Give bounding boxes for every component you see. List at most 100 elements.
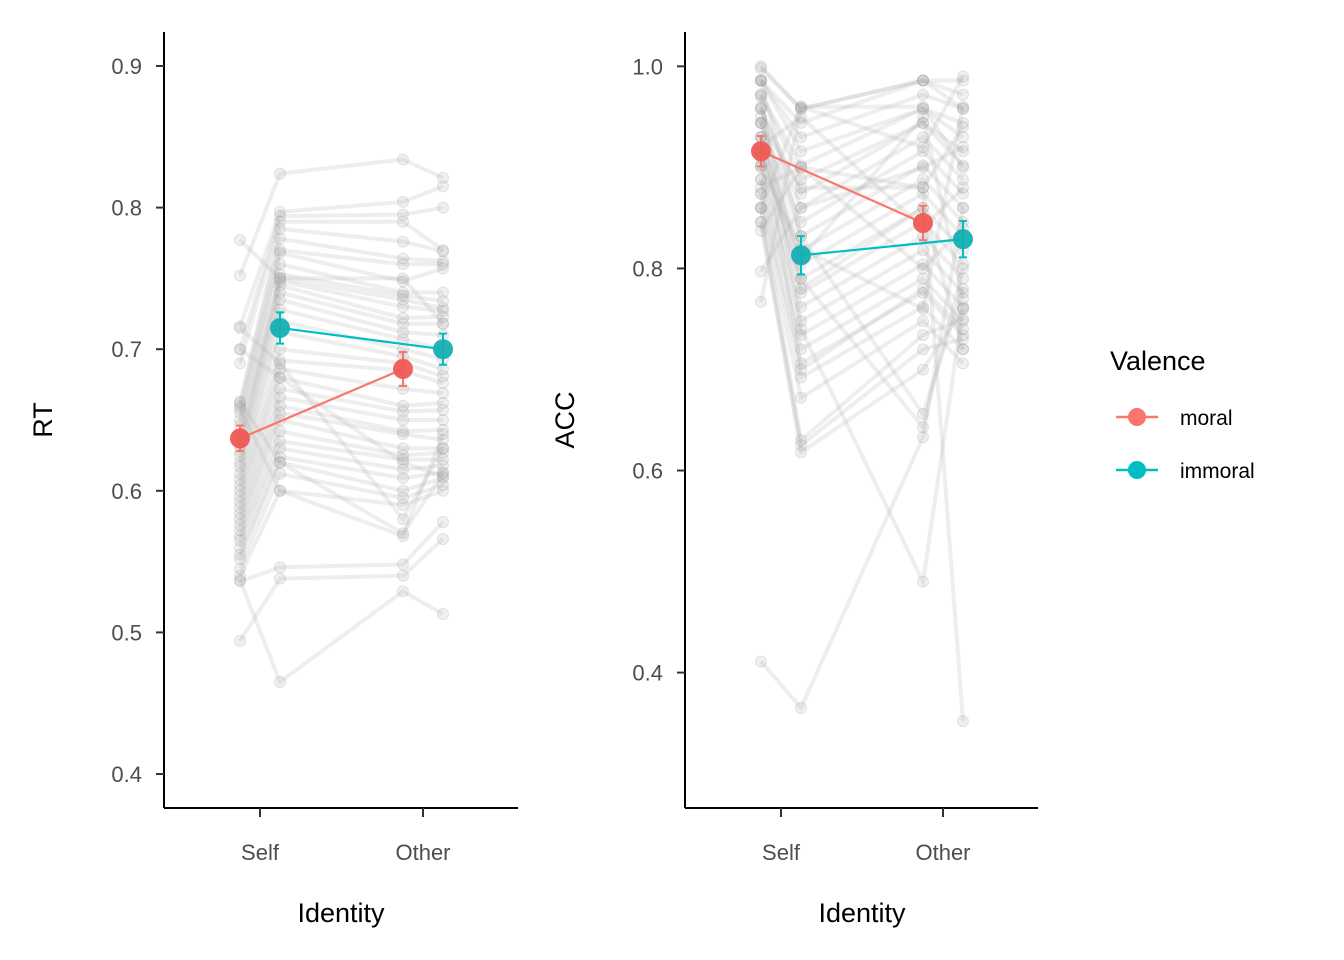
participant-point-rt [437, 310, 449, 323]
y-axis-title-acc: ACC [550, 391, 580, 448]
participant-point-rt [274, 210, 286, 223]
participant-point-rt [274, 406, 286, 419]
participant-line-acc [760, 165, 965, 272]
participant-point-rt [397, 286, 409, 299]
participant-line-rt [238, 410, 444, 526]
mean-markers-acc [751, 135, 973, 276]
participant-point-acc [917, 262, 929, 275]
participant-point-rt [274, 456, 286, 469]
participant-point-rt [274, 275, 286, 288]
mean-line-rt-moral [239, 368, 404, 440]
participant-point-acc [795, 343, 807, 356]
participant-point-acc [957, 329, 969, 342]
participant-point-rt [397, 300, 409, 313]
participant-line-acc [759, 93, 965, 183]
participant-point-acc [917, 329, 929, 342]
legend: Valence moral immoral [1110, 346, 1255, 483]
participant-point-rt [437, 377, 449, 390]
participant-point-acc [795, 357, 807, 370]
x-axis-title-acc: Identity [818, 898, 906, 928]
participant-point-acc [957, 74, 969, 87]
participant-point-rt [234, 269, 246, 282]
participant-point-rt [274, 484, 286, 497]
legend-label-moral: moral [1180, 407, 1233, 430]
participant-point-rt [437, 428, 449, 441]
participant-line-rt [238, 347, 444, 486]
participant-point-rt [274, 246, 286, 259]
participant-point-acc [755, 173, 767, 186]
participant-point-rt [234, 518, 246, 531]
participant-line-rt [238, 460, 444, 560]
participant-point-rt [274, 232, 286, 245]
participant-point-rt [274, 258, 286, 271]
participant-line-acc [759, 112, 965, 300]
participant-line-rt [238, 276, 444, 442]
participant-point-rt [274, 205, 286, 218]
participant-line-rt [238, 271, 444, 435]
participant-line-rt [238, 375, 444, 503]
participant-point-rt [397, 463, 409, 476]
participant-point-acc [957, 258, 969, 271]
participant-line-rt [238, 226, 444, 404]
participant-point-rt [437, 370, 449, 383]
participant-point-rt [234, 541, 246, 554]
x-tick-label-rt-other: Other [395, 840, 450, 865]
participant-point-acc [795, 215, 807, 228]
participant-point-rt [397, 513, 409, 526]
participant-point-rt [397, 326, 409, 339]
participant-point-acc [795, 201, 807, 214]
participant-point-rt [274, 371, 286, 384]
participant-point-acc [957, 120, 969, 133]
participant-point-acc [755, 201, 767, 214]
participant-point-rt [234, 574, 246, 587]
participant-point-rt [234, 496, 246, 509]
participant-point-rt [437, 295, 449, 308]
participant-point-acc [957, 187, 969, 200]
participant-point-rt [437, 404, 449, 417]
participant-line-acc [759, 221, 964, 449]
participant-line-acc [759, 114, 965, 231]
participant-point-rt [234, 548, 246, 561]
participant-point-acc [917, 282, 929, 295]
participant-point-acc [957, 314, 969, 327]
participant-line-rt [238, 537, 445, 642]
participant-point-acc [957, 201, 969, 214]
participant-point-rt [274, 363, 286, 376]
participant-line-rt [238, 454, 444, 556]
participant-point-rt [274, 391, 286, 404]
participant-line-rt [238, 250, 444, 421]
participant-line-acc [759, 96, 965, 589]
participant-line-acc [759, 193, 965, 367]
participant-point-rt [397, 425, 409, 438]
participant-point-rt [397, 527, 409, 540]
participant-point-rt [437, 387, 449, 400]
participant-point-acc [795, 363, 807, 376]
participant-point-acc [795, 100, 807, 113]
participant-point-rt [397, 449, 409, 462]
participant-point-acc [917, 407, 929, 420]
participant-point-rt [234, 357, 246, 370]
participant-line-acc [759, 106, 965, 432]
participant-point-rt [397, 195, 409, 208]
y-tick-label-rt-4: 0.8 [111, 196, 142, 221]
participant-point-rt [274, 215, 286, 228]
y-tick-label-acc-1: 0.6 [632, 459, 663, 484]
y-ticks-acc: 0.4 0.6 0.8 1.0 [632, 54, 685, 686]
participant-point-rt [437, 245, 449, 258]
participant-line-rt [238, 290, 443, 456]
participant-point-acc [795, 439, 807, 452]
panel-rt: 0.4 0.5 0.6 0.7 0.8 0.9 Self Other Identity RT [28, 32, 518, 928]
participant-point-rt [234, 569, 246, 582]
participant-point-rt [274, 343, 286, 356]
participant-line-rt [238, 247, 443, 414]
participant-line-acc [759, 121, 965, 722]
participant-line-rt [238, 403, 444, 520]
participant-line-acc [759, 150, 965, 296]
y-tick-label-rt-3: 0.7 [111, 337, 142, 362]
participant-line-acc [759, 79, 964, 154]
participant-point-rt [234, 562, 246, 575]
participant-point-acc [917, 431, 929, 444]
participant-point-rt [234, 467, 246, 480]
participant-point-acc [755, 215, 767, 228]
